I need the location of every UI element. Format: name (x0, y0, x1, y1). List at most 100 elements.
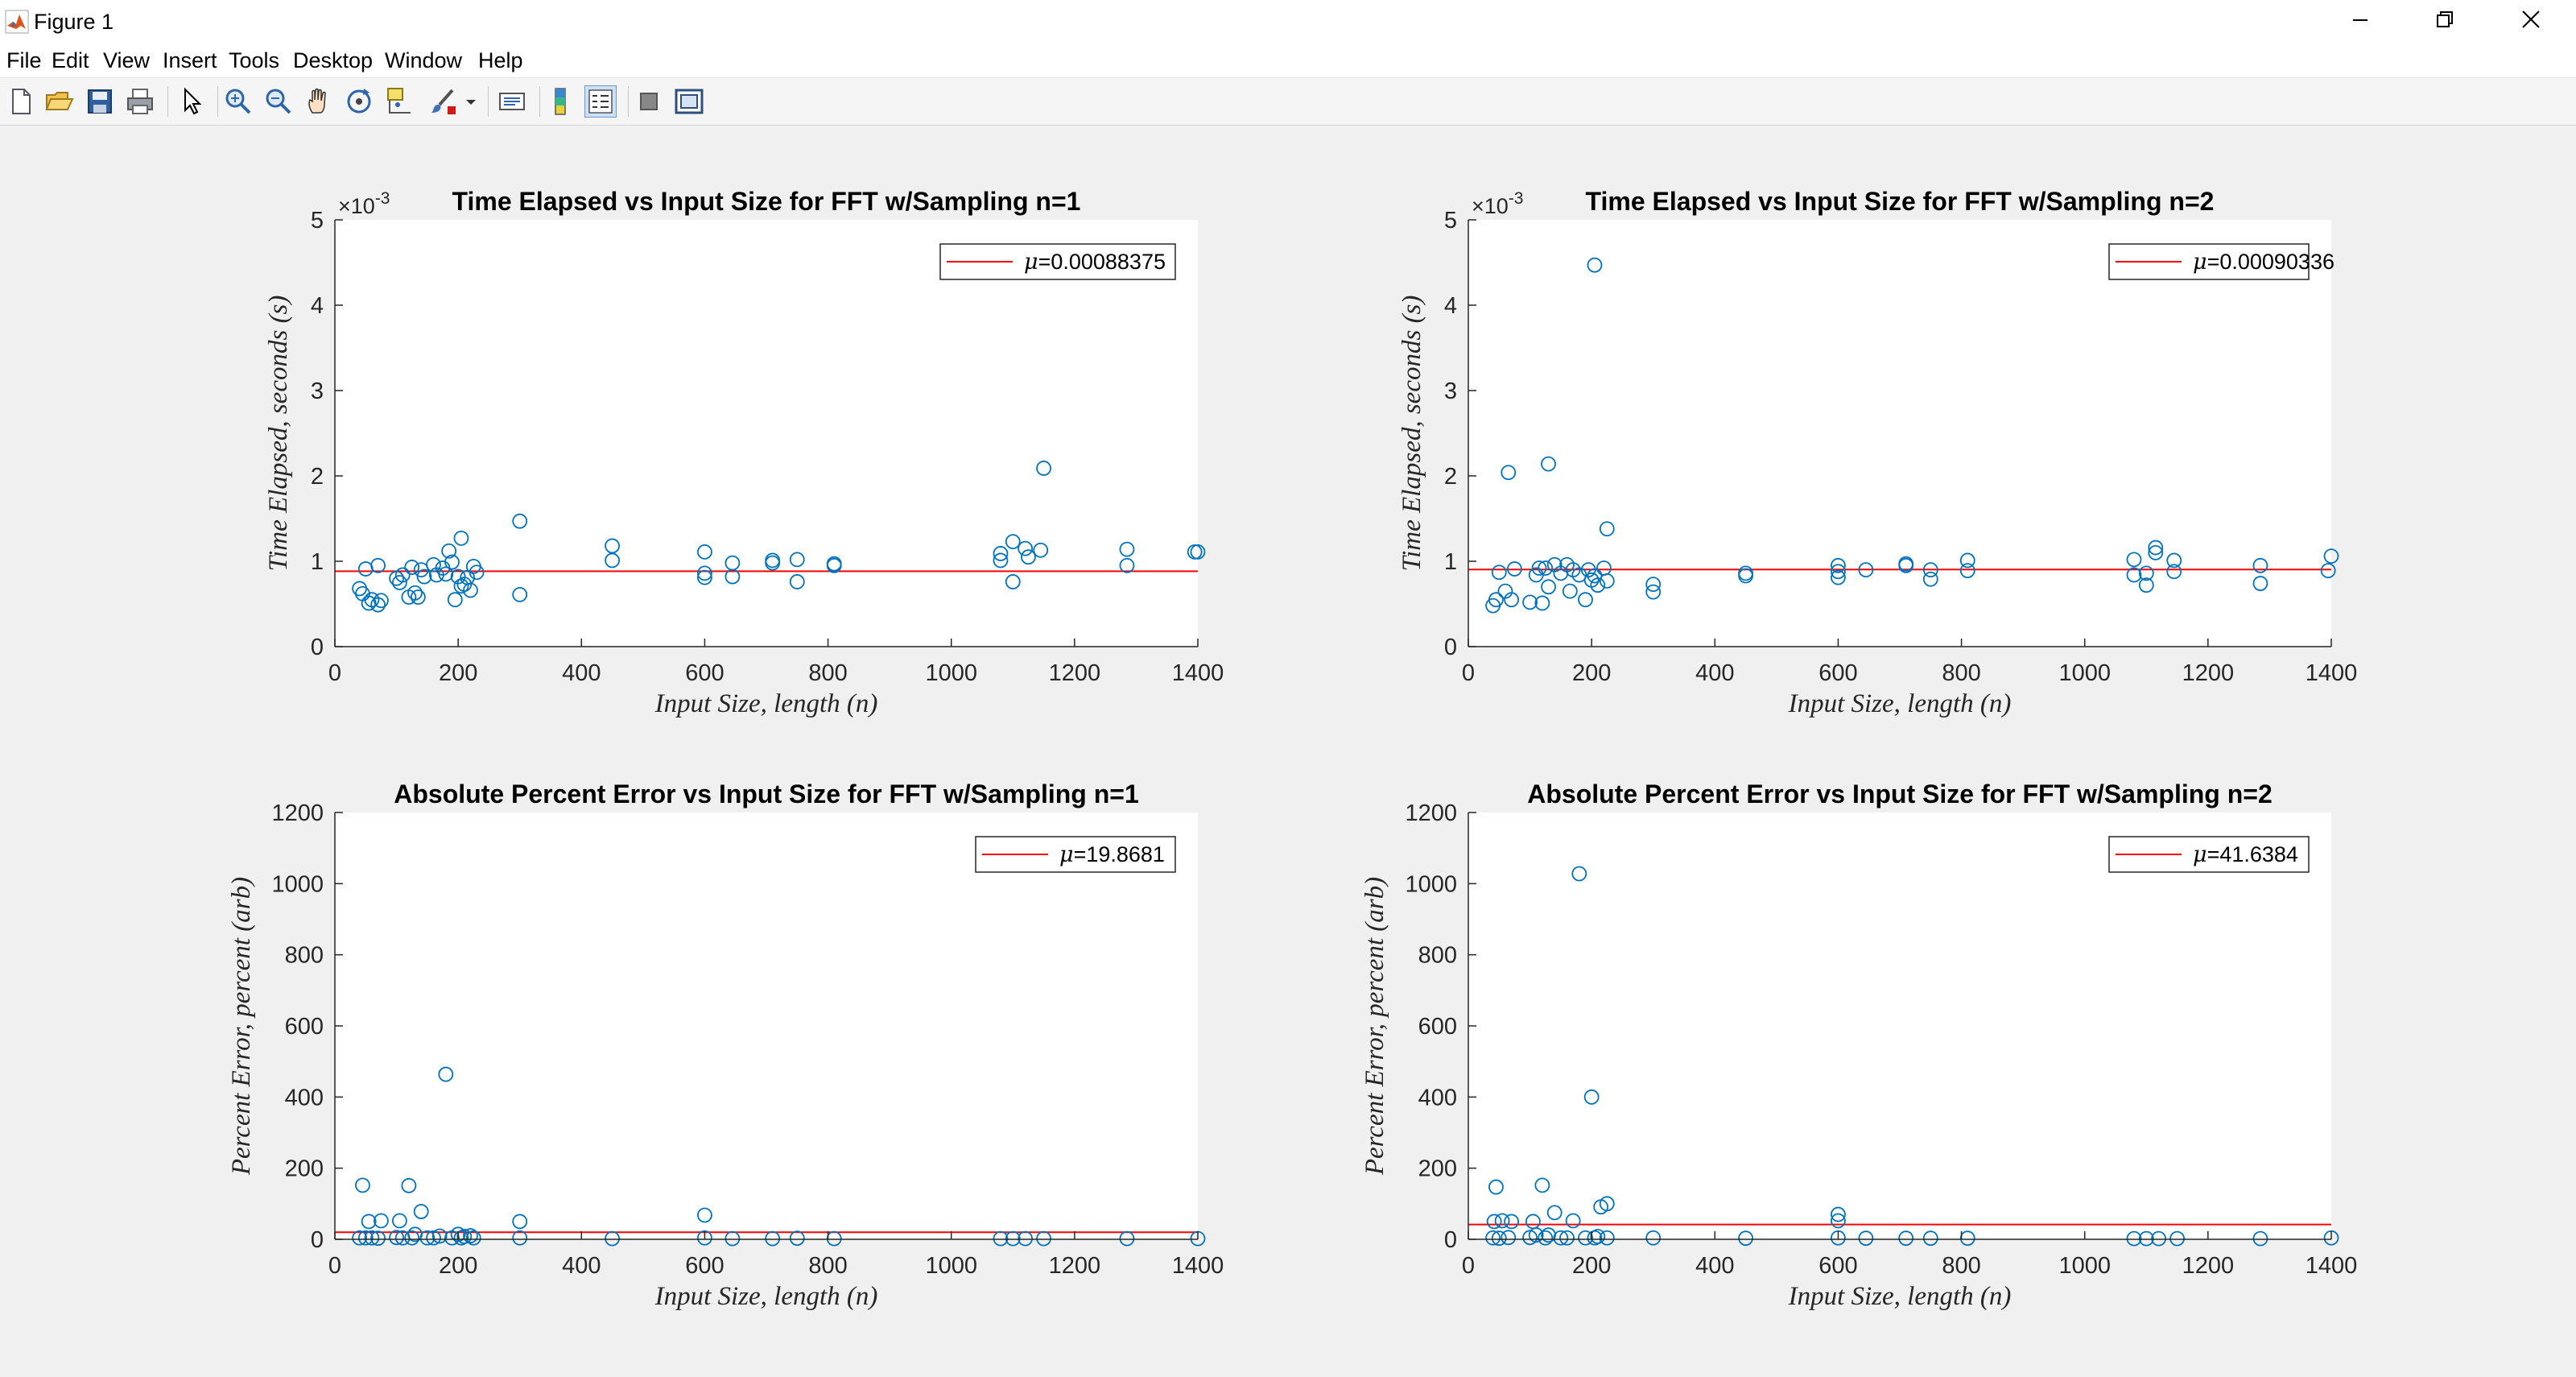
legend[interactable]: μ=0.00088375 (939, 243, 1176, 280)
brush-icon[interactable] (428, 85, 460, 118)
y-tick-label: 1 (1444, 549, 1457, 575)
data-point (444, 554, 460, 570)
data-point (1119, 1230, 1135, 1247)
data-point (1005, 574, 1021, 589)
data-point (605, 538, 620, 554)
menu-file[interactable]: File (6, 48, 42, 72)
data-point (1831, 557, 1846, 573)
data-point (1599, 521, 1615, 537)
x-tick-label: 200 (1572, 660, 1611, 686)
axis-exponent-power: -3 (1509, 189, 1524, 208)
data-point (1522, 1230, 1538, 1246)
data-point (1491, 1230, 1507, 1247)
data-point (1553, 565, 1569, 581)
x-tick-label: 800 (1942, 1253, 1980, 1279)
data-point (1507, 561, 1522, 577)
data-point (1599, 1230, 1615, 1246)
data-point (1036, 1230, 1051, 1247)
data-point (724, 569, 741, 585)
pan-icon[interactable] (303, 85, 335, 118)
chart-3: 0 200 400 600 800 1000 1200 1400 0 200 400 600 800 10… (227, 779, 1224, 1311)
zoom-out-icon[interactable] (262, 85, 295, 118)
menu-view[interactable]: View (103, 48, 151, 72)
show-plot-tools-icon[interactable] (673, 85, 705, 118)
x-tick-label: 200 (1572, 1253, 1611, 1279)
save-icon[interactable] (84, 85, 116, 118)
rotate-3d-icon[interactable] (343, 85, 375, 118)
legend-mu-symbol: μ (1024, 250, 1038, 275)
legend-box (939, 243, 1176, 280)
data-point (512, 513, 528, 529)
axis-exponent-label: ×10-3 (338, 189, 390, 218)
y-axis-label: Time Elapsed, seconds (s) (264, 296, 293, 572)
data-cursor-icon[interactable] (383, 85, 415, 118)
legend[interactable]: μ=41.6384 (2108, 836, 2310, 873)
data-point (419, 1230, 436, 1246)
data-point (370, 1230, 386, 1247)
colorbar-icon[interactable] (544, 85, 576, 118)
data-point (1922, 571, 1938, 587)
data-point (1534, 1177, 1550, 1193)
legend-mean-value: =0.00090336 (2207, 250, 2334, 274)
data-point (1922, 562, 1938, 577)
menu-insert[interactable]: Insert (163, 48, 217, 72)
link-plot-icon[interactable] (496, 85, 528, 118)
menu-tools[interactable]: Tools (229, 48, 280, 72)
y-tick-label: 5 (311, 208, 324, 234)
legend-icon[interactable] (584, 85, 617, 118)
data-point (453, 530, 469, 546)
new-figure-icon[interactable] (5, 85, 37, 118)
data-point (426, 556, 441, 573)
minimize-icon[interactable] (2318, 0, 2402, 40)
data-point (1488, 1179, 1504, 1195)
data-point (1922, 1230, 1938, 1247)
data-point (765, 555, 781, 571)
data-point (512, 1214, 528, 1230)
legend[interactable]: μ=19.8681 (975, 836, 1176, 873)
legend[interactable]: μ=0.00090336 (2108, 243, 2334, 280)
y-tick-label: 200 (1418, 1156, 1457, 1182)
data-point (465, 558, 481, 574)
menu-help[interactable]: Help (478, 48, 523, 72)
y-tick-label: 800 (285, 943, 324, 969)
data-point (2320, 563, 2336, 579)
y-tick-label: 3 (311, 378, 324, 404)
y-tick-label: 1200 (271, 800, 324, 826)
data-point (444, 1230, 460, 1246)
axis-exponent-base: ×10 (1472, 194, 1509, 218)
menu-edit[interactable]: Edit (52, 48, 89, 72)
data-point (1831, 1213, 1846, 1229)
open-file-icon[interactable] (43, 85, 76, 118)
legend-mu-symbol: μ (2193, 842, 2207, 867)
data-point (765, 552, 781, 569)
data-point (1559, 1230, 1575, 1246)
data-point (465, 1230, 481, 1246)
data-point (361, 595, 377, 611)
menu-desktop[interactable]: Desktop (293, 48, 374, 72)
y-tick-label: 400 (1418, 1085, 1457, 1110)
y-axis-label: Time Elapsed, seconds (s) (1397, 296, 1426, 572)
y-tick-label: 0 (1444, 635, 1457, 660)
pointer-icon[interactable] (175, 85, 208, 118)
close-icon[interactable] (2489, 0, 2573, 40)
menu-window[interactable]: Window (385, 48, 463, 72)
data-point (1565, 1213, 1581, 1229)
zoom-in-icon[interactable] (222, 85, 254, 118)
data-point (605, 552, 620, 569)
data-point (1531, 560, 1547, 576)
data-point (1005, 1230, 1021, 1247)
data-point (469, 564, 485, 581)
data-point (364, 592, 380, 608)
chevron-down-icon[interactable] (462, 85, 480, 118)
restore-icon[interactable] (2402, 0, 2486, 40)
y-axis-label: Percent Error, percent (arb) (1360, 877, 1389, 1176)
data-point (1559, 556, 1575, 573)
x-tick-label: 1400 (1172, 1253, 1224, 1279)
data-point (1546, 1205, 1563, 1221)
y-axis-label: Percent Error, percent (arb) (227, 877, 256, 1176)
hide-plot-tools-icon[interactable] (633, 85, 665, 118)
data-point (2138, 565, 2154, 581)
data-point (1596, 560, 1612, 576)
y-tick-label: 1000 (1405, 871, 1457, 897)
print-icon[interactable] (124, 85, 156, 118)
